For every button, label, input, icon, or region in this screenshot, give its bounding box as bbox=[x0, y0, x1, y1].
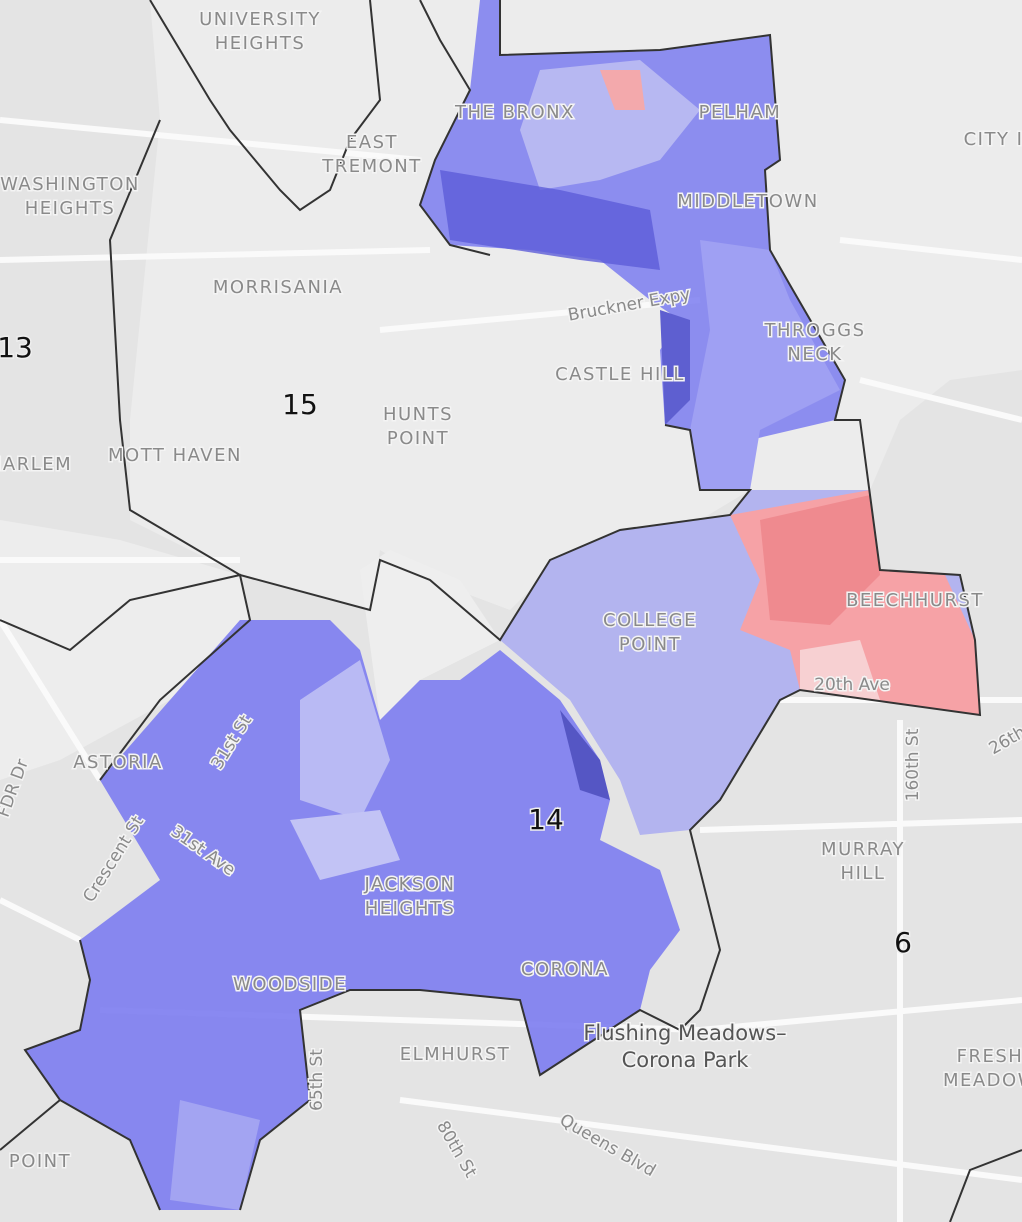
precinct-area bbox=[300, 660, 390, 820]
place-label: EAST TREMONT bbox=[321, 132, 422, 177]
district-border bbox=[0, 573, 1022, 1222]
place-label: JACKSON HEIGHTS bbox=[364, 874, 456, 919]
place-label-line: MIDDLETOWN bbox=[677, 191, 818, 212]
precinct-area bbox=[170, 1100, 260, 1210]
place-label: WOODSIDE bbox=[233, 974, 347, 995]
place-label: MIDDLETOWN bbox=[677, 191, 818, 212]
place-label-line: MEADOW bbox=[943, 1070, 1022, 1091]
place-label: MOTT HAVEN bbox=[108, 445, 242, 466]
place-label-line: TREMONT bbox=[321, 156, 422, 177]
place-label: PELHAM bbox=[699, 102, 782, 123]
place-label: CORONA bbox=[521, 959, 609, 980]
place-label: FRESH MEADOW bbox=[943, 1046, 1022, 1091]
district-label: 13 bbox=[0, 331, 33, 364]
place-label: THE BRONX bbox=[454, 102, 575, 123]
road-label: 65th St bbox=[307, 1049, 327, 1111]
place-label-line: NECK bbox=[787, 344, 842, 365]
place-label-line: MORRISANIA bbox=[213, 277, 343, 298]
district-border bbox=[108, 0, 753, 642]
place-label-line: JACKSON bbox=[364, 874, 456, 895]
place-label-line: CITY IS bbox=[964, 129, 1022, 150]
place-label-line: EAST bbox=[346, 132, 398, 153]
place-label-line: HARLEM bbox=[0, 454, 72, 475]
street bbox=[0, 117, 1022, 1222]
streets bbox=[0, 117, 1022, 1222]
island bbox=[360, 550, 500, 720]
place-label: HUNTS POINT bbox=[383, 404, 453, 449]
place-label-line: HEIGHTS bbox=[365, 898, 456, 919]
precinct-area bbox=[600, 70, 645, 110]
park-label: Flushing Meadows– bbox=[583, 1021, 786, 1045]
place-label-line: BEECHHURST bbox=[846, 590, 984, 611]
labels: UNIVERSITY HEIGHTS THE BRONX PELHAM EAST TREM… bbox=[0, 8, 1022, 1184]
road-label: 20th Ave bbox=[814, 675, 890, 695]
place-label: MURRAY HILL bbox=[821, 839, 905, 884]
precinct-area bbox=[25, 620, 680, 1210]
place-label-line: HEIGHTS bbox=[215, 33, 306, 54]
place-label: ASTORIA bbox=[73, 752, 163, 773]
place-label: CITY IS bbox=[964, 129, 1022, 150]
place-label: POINT bbox=[9, 1151, 71, 1172]
precinct-area bbox=[690, 240, 840, 490]
place-label-line: PELHAM bbox=[699, 102, 782, 123]
place-label-line: POINT bbox=[619, 634, 681, 655]
road-label: 160th St bbox=[903, 728, 923, 801]
district-label: 15 bbox=[282, 388, 318, 421]
precinct-area bbox=[290, 810, 400, 880]
district-label: 14 bbox=[528, 803, 564, 836]
place-label: WASHINGTON HEIGHTS bbox=[0, 174, 140, 219]
place-label: HARLEM bbox=[0, 454, 72, 475]
place-label: BEECHHURST bbox=[846, 590, 984, 611]
park-label: Corona Park bbox=[622, 1048, 750, 1072]
place-label-line: POINT bbox=[387, 428, 449, 449]
place-label-line: HEIGHTS bbox=[25, 198, 116, 219]
place-label: MORRISANIA bbox=[213, 277, 343, 298]
place-label-line: ASTORIA bbox=[73, 752, 163, 773]
precincts bbox=[25, 0, 980, 1210]
precinct-area bbox=[760, 495, 880, 625]
place-label: ELMHURST bbox=[400, 1044, 511, 1065]
district-border bbox=[239, 0, 982, 1211]
place-label: UNIVERSITY HEIGHTS bbox=[199, 9, 321, 54]
place-label-line: HUNTS bbox=[383, 404, 453, 425]
place-label-line: MURRAY bbox=[821, 839, 905, 860]
place-label: COLLEGE POINT bbox=[603, 610, 697, 655]
precinct-area bbox=[440, 170, 660, 270]
place-label-line: UNIVERSITY bbox=[199, 9, 321, 30]
place-label-line: CASTLE HILL bbox=[555, 364, 685, 385]
place-label: THROGGS NECK bbox=[763, 320, 865, 365]
place-label: CASTLE HILL bbox=[555, 364, 685, 385]
place-label-line: ELMHURST bbox=[400, 1044, 511, 1065]
place-label-line: THE BRONX bbox=[454, 102, 575, 123]
place-label-line: CORONA bbox=[521, 959, 609, 980]
place-label-line: WOODSIDE bbox=[233, 974, 347, 995]
district-label: 6 bbox=[894, 926, 912, 959]
precinct-area bbox=[800, 640, 880, 700]
place-label-line: POINT bbox=[9, 1151, 71, 1172]
place-label-line: WASHINGTON bbox=[0, 174, 140, 195]
place-label-line: HILL bbox=[841, 863, 886, 884]
place-label-line: FRESH bbox=[957, 1046, 1022, 1067]
precinct-area bbox=[520, 60, 700, 190]
place-label-line: THROGGS bbox=[763, 320, 865, 341]
precinct-area bbox=[660, 310, 690, 425]
place-label-line: COLLEGE bbox=[603, 610, 697, 631]
precinct-area bbox=[560, 710, 610, 800]
place-label-line: MOTT HAVEN bbox=[108, 445, 242, 466]
